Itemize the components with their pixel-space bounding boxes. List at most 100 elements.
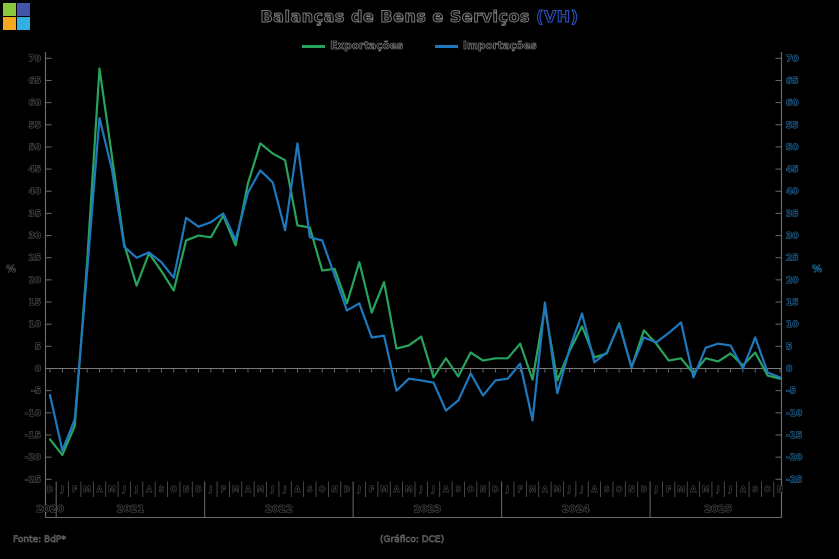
y-axis-label-left: 50 — [28, 143, 41, 153]
y-axis-label-left: 55 — [28, 121, 41, 131]
x-axis-month-label: A — [443, 485, 449, 494]
x-axis-year-label: 2021 — [117, 504, 145, 515]
legend-swatch-importacoes-icon — [435, 44, 459, 48]
x-axis-year-label: 2020 — [36, 504, 64, 515]
series-line-importaes — [48, 117, 782, 452]
y-axis-label-right: 10 — [786, 320, 799, 330]
y-axis-label-left: 25 — [28, 254, 41, 264]
x-axis-month-label: F — [518, 485, 523, 494]
x-axis-month-label: S — [307, 485, 312, 494]
x-axis-month-label: A — [592, 485, 598, 494]
y-axis-label-right: 70 — [786, 54, 799, 64]
x-axis-month-label: J — [419, 485, 423, 494]
x-axis-month-label: J — [122, 485, 126, 494]
x-axis-month-label: M — [83, 485, 90, 494]
x-axis-month-label: A — [295, 485, 301, 494]
logo-square-amber — [3, 17, 16, 30]
chart-title: Balanças de Bens e Serviços (VH) — [0, 7, 839, 27]
y-axis-label-right: 15 — [786, 298, 799, 308]
y-axis-label-right: 65 — [786, 76, 799, 86]
y-axis-label-left: 45 — [28, 165, 41, 175]
y-axis-label-left: 5 — [35, 342, 41, 352]
x-axis-year-label: 2025 — [704, 504, 732, 515]
x-axis-month-label: O — [616, 485, 622, 494]
x-axis-month-label: S — [753, 485, 758, 494]
logo-square-indigo — [17, 3, 30, 16]
x-axis-month-label: O — [764, 485, 770, 494]
logo — [3, 3, 31, 31]
x-axis-month-label: O — [467, 485, 473, 494]
y-axis-label-right: 20 — [786, 276, 799, 286]
y-axis-label-right: -10 — [786, 409, 802, 419]
x-axis-month-label: J — [208, 485, 212, 494]
y-axis-label-left: -25 — [25, 475, 41, 485]
x-axis-month-label: J — [654, 485, 658, 494]
x-axis-month-label: A — [394, 485, 400, 494]
x-axis-month-label: J — [134, 485, 138, 494]
y-axis-title-right: % — [812, 264, 822, 275]
x-axis-month-label: A — [542, 485, 548, 494]
y-axis-label-right: -15 — [786, 431, 802, 441]
x-axis-month-label: S — [456, 485, 461, 494]
legend-item-exportacoes: Exportações — [302, 40, 403, 52]
y-axis-title-left: % — [6, 264, 16, 275]
x-axis-month-label: M — [677, 485, 684, 494]
x-axis-month-label: D — [344, 485, 350, 494]
y-axis-label-right: 60 — [786, 99, 799, 109]
x-axis-month-label: J — [505, 485, 509, 494]
y-axis-label-right: 25 — [786, 254, 799, 264]
x-axis-year-label: 2024 — [562, 504, 590, 515]
x-axis-month-label: A — [245, 485, 251, 494]
y-axis-label-left: 0 — [35, 365, 41, 375]
y-axis-label-left: -5 — [31, 387, 41, 397]
x-axis-month-label: F — [369, 485, 374, 494]
x-axis-month-label: N — [777, 485, 783, 494]
x-axis-month-label: J — [716, 485, 720, 494]
series-line-exportaes — [48, 67, 782, 457]
credit-label: (Gráfico: DCE) — [380, 535, 445, 546]
legend-swatch-exportacoes-icon — [302, 44, 326, 48]
x-axis-month-label: F — [72, 485, 77, 494]
source-label: Fonte: BdP* — [13, 535, 67, 546]
legend: Exportações Importações — [0, 40, 839, 52]
x-axis-month-label: J — [580, 485, 584, 494]
y-axis-label-left: 20 — [28, 276, 41, 286]
x-axis-month-label: M — [554, 485, 561, 494]
x-axis-month-label: J — [60, 485, 64, 494]
x-axis-month-label: A — [146, 485, 152, 494]
y-axis-label-right: 50 — [786, 143, 799, 153]
x-axis-month-label: N — [628, 485, 634, 494]
x-axis-month-label: M — [257, 485, 264, 494]
x-axis-year-label: 2023 — [413, 504, 441, 515]
x-axis-month-label: A — [97, 485, 103, 494]
y-axis-label-left: 65 — [28, 76, 41, 86]
y-axis-label-right: 35 — [786, 209, 799, 219]
chart-title-suffix: (VH) — [536, 7, 579, 27]
chart-title-text: Balanças de Bens e Serviços — [260, 7, 537, 27]
x-axis-month-label: M — [380, 485, 387, 494]
y-axis-label-right: 55 — [786, 121, 799, 131]
x-axis-month-label: D — [195, 485, 201, 494]
logo-square-cyan — [17, 17, 30, 30]
x-axis-month-label: M — [702, 485, 709, 494]
x-axis-month-label: M — [108, 485, 115, 494]
x-axis-month-label: D — [641, 485, 647, 494]
x-axis-month-label: M — [232, 485, 239, 494]
y-axis-label-right: -25 — [786, 475, 802, 485]
y-axis-label-left: 15 — [28, 298, 41, 308]
x-axis-month-label: J — [431, 485, 435, 494]
legend-label-exportacoes: Exportações — [330, 40, 404, 53]
y-axis-label-right: -5 — [786, 387, 796, 397]
y-axis-label-left: 70 — [28, 54, 41, 64]
y-axis-label-right: 40 — [786, 187, 799, 197]
y-axis-label-left: 30 — [28, 232, 41, 242]
y-axis-label-left: -20 — [25, 453, 41, 463]
logo-square-green — [3, 3, 16, 16]
x-axis-month-label: S — [159, 485, 164, 494]
y-axis-label-left: 10 — [28, 320, 41, 330]
x-axis-month-label: F — [221, 485, 226, 494]
y-axis-label-left: -10 — [25, 409, 41, 419]
y-axis-label-right: -20 — [786, 453, 802, 463]
